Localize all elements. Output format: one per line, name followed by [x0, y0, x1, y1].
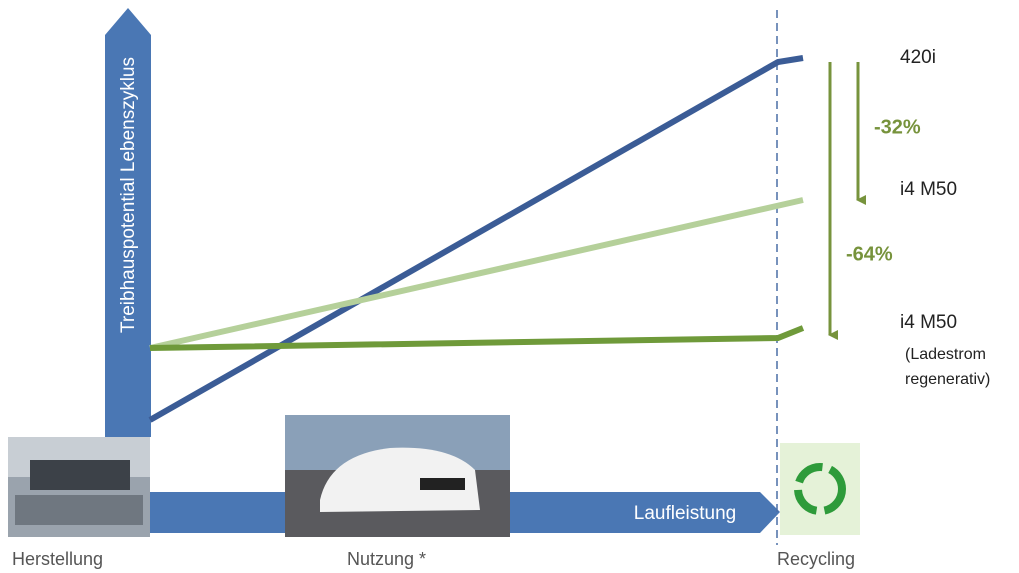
phase-label: Nutzung * [347, 549, 426, 569]
factory-image [8, 437, 150, 537]
vehicle-label: i4 M50 [900, 312, 957, 333]
car-image [285, 415, 510, 537]
y-axis-label: Treibhauspotential Lebenszyklus [118, 57, 139, 333]
recycling-icon [780, 443, 860, 535]
vehicle-label: 420i [900, 47, 936, 68]
vehicle-label: i4 M50 [900, 179, 957, 200]
reduction-label: -64% [846, 243, 893, 265]
vehicle-note: (Ladestrom [905, 346, 986, 363]
phase-label: Recycling [777, 549, 855, 569]
phase-label: Herstellung [12, 549, 103, 569]
diagram: Treibhauspotential Lebenszyklus Laufleis… [0, 0, 1019, 573]
x-axis-label: Laufleistung [634, 503, 736, 524]
reduction-label: -32% [874, 116, 921, 138]
vehicle-note: regenerativ) [905, 371, 990, 388]
line-i4 [150, 200, 803, 348]
line-i4-green [150, 328, 803, 348]
line-420i [150, 58, 803, 420]
